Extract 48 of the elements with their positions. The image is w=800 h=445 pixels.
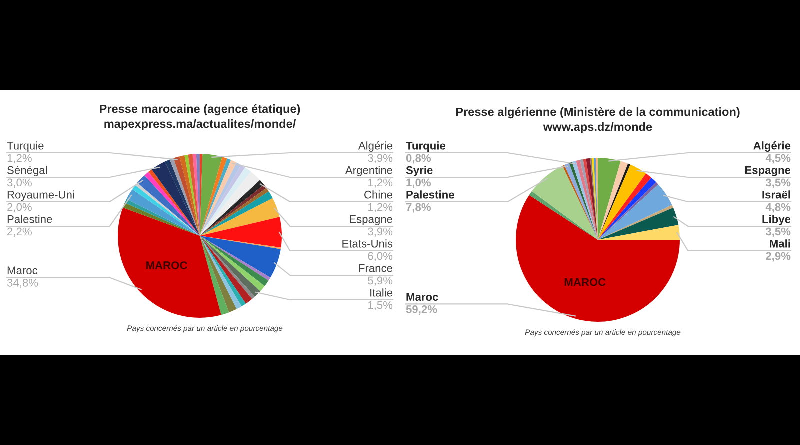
slice-label: Etats-Unis [342,240,393,248]
data-label: 4,8% [766,203,791,213]
slice-label: Maroc [8,266,38,275]
data-label: 5,9% [368,276,393,286]
slice-label: Royaume-Uni [8,190,74,201]
text: MAROC [146,262,188,270]
slice-label: Sénégal [8,166,48,176]
data-label: 1,5% [368,301,393,310]
slice-label: Espagne [350,216,393,226]
data-label: 0,8% [406,154,432,164]
slice-label: Syrie [406,166,433,176]
slice-label: Chine [364,190,393,199]
data-label: 2,0% [8,203,32,212]
data-label: 4,5% [766,154,791,164]
slice-label: Espagne [745,166,791,176]
slice-label: Turquie [7,142,44,152]
data-label: 3,5% [766,228,791,238]
slice-label: Algérie [358,142,393,152]
chart-title: Presse marocaine (agence étatique) [100,104,300,116]
text: MAROC [564,278,606,286]
data-label: 3,9% [368,154,393,164]
data-label: 1,0% [406,178,432,188]
slice-label: Libye [762,215,791,226]
data-label: 3,9% [368,228,393,237]
data-label: 1,2% [8,154,32,164]
data-label: 3,5% [766,178,791,188]
slice-label: Italie [370,288,393,297]
chart-subtitle: mapexpress.ma/actualites/monde/ [104,120,296,130]
chart-title: Presse algérienne (Ministère de la communication) [456,107,740,119]
data-label: 2,9% [766,252,791,262]
slice-label: Mali [770,240,790,248]
slice-label: Palestine [406,190,454,199]
slice-label: Algérie [754,141,791,152]
data-label: 1,2% [368,203,393,212]
data-label: 1,2% [368,178,393,188]
data-label: 2,2% [8,228,32,237]
chart-subtitle: www.aps.dz/monde [543,122,652,134]
slice-label: Palestine [8,215,52,224]
slice-label: France [359,264,393,272]
slice-label: Argentine [345,166,393,176]
slice-label: Turquie [406,142,446,152]
data-label: 7,8% [406,203,432,213]
data-label: 59,2% [406,306,438,316]
slice-label: Israël [762,190,790,199]
slice-label: Maroc [406,293,438,302]
data-label: 3,0% [7,178,32,188]
data-label: 34,8% [7,279,38,288]
data-label: 6,0% [368,252,393,262]
